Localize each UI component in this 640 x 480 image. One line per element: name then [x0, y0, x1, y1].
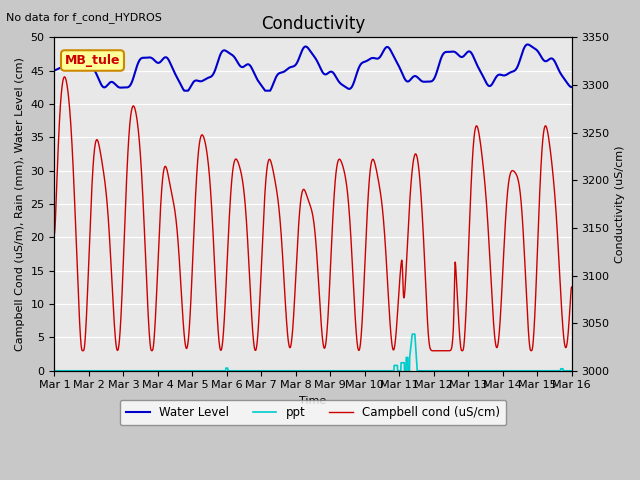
Water Level: [271, 76, 279, 82]
Campbell cond (uS/cm): [568, 284, 575, 290]
Y-axis label: Conductivity (uS/cm): Conductivity (uS/cm): [615, 145, 625, 263]
ppt: [140, 368, 148, 373]
ppt: [271, 368, 279, 373]
Line: Campbell cond (uS/cm): Campbell cond (uS/cm): [54, 77, 572, 351]
Title: Conductivity: Conductivity: [261, 15, 365, 33]
ppt: [249, 368, 257, 373]
Text: MB_tule: MB_tule: [65, 54, 120, 67]
Water Level: [109, 80, 117, 85]
ppt: [51, 368, 58, 373]
Legend: Water Level, ppt, Campbell cond (uS/cm): Water Level, ppt, Campbell cond (uS/cm): [120, 400, 506, 425]
Campbell cond (uS/cm): [51, 231, 58, 237]
Line: Water Level: Water Level: [54, 45, 572, 91]
ppt: [109, 368, 117, 373]
Campbell cond (uS/cm): [271, 180, 279, 185]
Y-axis label: Campbell Cond (uS/m), Rain (mm), Water Level (cm): Campbell Cond (uS/m), Rain (mm), Water L…: [15, 57, 25, 351]
Campbell cond (uS/cm): [61, 74, 68, 80]
ppt: [568, 368, 575, 373]
Campbell cond (uS/cm): [433, 348, 440, 354]
Text: No data for f_cond_HYDROS: No data for f_cond_HYDROS: [6, 12, 163, 23]
ppt: [502, 368, 509, 373]
Campbell cond (uS/cm): [502, 208, 510, 214]
ppt: [408, 331, 416, 337]
Water Level: [51, 67, 58, 73]
X-axis label: Time: Time: [300, 396, 326, 406]
Campbell cond (uS/cm): [109, 309, 117, 314]
Water Level: [180, 88, 188, 94]
Campbell cond (uS/cm): [558, 309, 566, 314]
ppt: [557, 366, 565, 372]
Water Level: [558, 72, 566, 78]
Water Level: [568, 84, 575, 90]
Water Level: [524, 42, 531, 48]
Campbell cond (uS/cm): [140, 224, 148, 230]
Water Level: [140, 55, 148, 60]
Line: ppt: ppt: [54, 334, 572, 371]
Campbell cond (uS/cm): [249, 331, 257, 337]
Water Level: [502, 72, 509, 78]
Water Level: [249, 68, 257, 73]
